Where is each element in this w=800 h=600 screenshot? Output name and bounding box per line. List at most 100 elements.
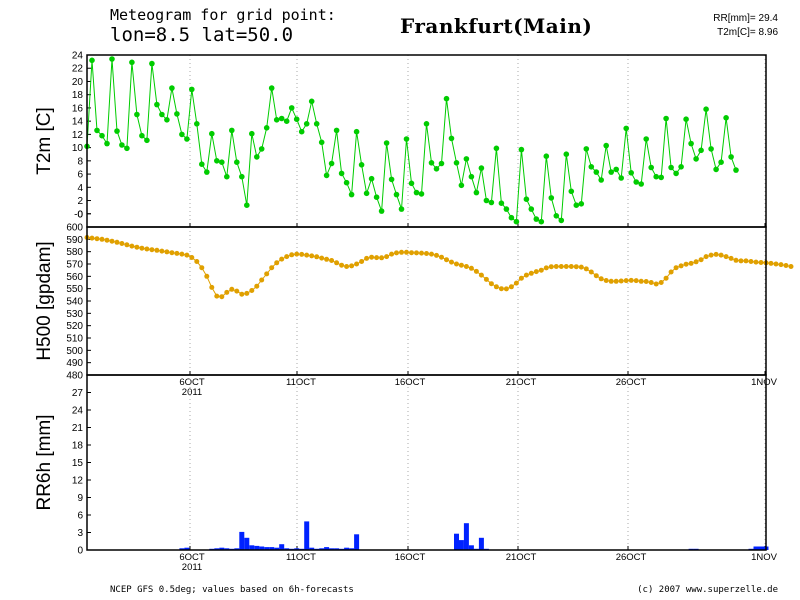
x-tick-label: 1NOV <box>751 552 778 563</box>
data-point <box>189 86 195 93</box>
rr-total-stat: RR[mm]= 29.4 <box>713 13 778 24</box>
data-point <box>633 278 639 284</box>
data-point <box>718 159 724 165</box>
data-point <box>353 128 360 135</box>
data-point <box>214 293 220 299</box>
data-point <box>778 262 784 268</box>
y-tick-label: 6 <box>77 511 83 522</box>
data-point <box>453 160 460 166</box>
data-point <box>119 142 125 148</box>
y-tick-label: 18 <box>72 441 84 452</box>
data-point <box>673 170 679 177</box>
x-tick-label: 6OCT <box>179 377 205 388</box>
rain-bar <box>454 533 459 550</box>
data-point <box>643 279 649 284</box>
rain-bar <box>279 544 285 550</box>
data-point <box>728 154 734 160</box>
data-point <box>648 164 654 171</box>
data-point <box>199 265 205 271</box>
data-point <box>224 289 230 295</box>
data-point <box>239 291 245 297</box>
data-point <box>653 281 659 287</box>
data-point <box>164 249 170 255</box>
data-point <box>508 284 514 290</box>
x-tick-label: 2011 <box>182 562 202 573</box>
copyright-note: (c) 2007 www.superzelle.de <box>637 585 778 595</box>
y-tick-label: 21 <box>72 423 84 434</box>
data-point <box>598 276 604 282</box>
data-point <box>428 160 435 166</box>
data-point <box>573 264 579 270</box>
data-point <box>154 101 160 108</box>
data-point <box>378 208 385 214</box>
data-point <box>329 258 335 263</box>
rain-bar <box>179 548 185 551</box>
data-point <box>409 250 414 256</box>
rain-bar <box>264 547 270 550</box>
data-point <box>384 254 390 260</box>
data-point <box>268 85 275 91</box>
data-point <box>199 161 205 167</box>
data-point <box>673 265 679 271</box>
data-point <box>668 269 674 275</box>
data-point <box>269 265 275 271</box>
x-tick-label: 11OCT <box>286 377 316 388</box>
data-point <box>683 261 689 267</box>
data-point <box>434 252 439 258</box>
data-point <box>204 273 210 279</box>
y-tick-label: 4 <box>77 183 83 194</box>
data-point <box>503 206 510 212</box>
title-label: Meteogram for grid point: <box>110 6 336 24</box>
data-point <box>398 206 405 212</box>
data-point <box>359 259 365 264</box>
y-axis-label: H500 [gpdam] <box>34 241 55 360</box>
data-point <box>159 111 165 118</box>
data-point <box>678 263 684 269</box>
data-point <box>513 280 519 286</box>
y-tick-label: 24 <box>72 51 84 62</box>
rain-bar <box>274 547 280 550</box>
data-point <box>278 115 285 122</box>
rain-bar <box>234 548 240 551</box>
data-point <box>543 265 549 271</box>
data-point <box>304 252 310 258</box>
y-tick-label: 0 <box>77 209 83 220</box>
data-point <box>293 116 300 122</box>
data-point <box>209 130 215 137</box>
y-tick-label: 10 <box>72 143 84 154</box>
data-point <box>89 235 95 241</box>
data-point <box>488 281 494 287</box>
data-point <box>289 252 295 258</box>
y-tick-label: 480 <box>66 371 83 382</box>
data-point <box>688 140 694 147</box>
t2m-mean-stat: T2m[C]= 8.96 <box>717 27 778 38</box>
y-tick-label: 6 <box>77 170 83 181</box>
data-point <box>114 239 120 245</box>
data-point <box>144 246 150 252</box>
data-point <box>444 257 449 263</box>
y-tick-label: 590 <box>66 235 83 246</box>
y-tick-label: 500 <box>66 346 83 357</box>
y-tick-label: 12 <box>72 130 84 141</box>
data-point <box>169 85 175 91</box>
data-point <box>94 236 100 242</box>
data-point <box>254 283 260 289</box>
rain-bar <box>329 548 335 551</box>
data-point <box>438 160 445 167</box>
data-point <box>548 195 555 201</box>
data-point <box>318 139 325 146</box>
data-point <box>284 254 290 260</box>
series-line <box>86 237 792 298</box>
data-point <box>608 169 614 175</box>
data-point <box>399 249 404 255</box>
data-point <box>553 264 559 269</box>
rain-bar <box>249 545 255 550</box>
x-tick-label: 16OCT <box>395 377 426 388</box>
data-point <box>308 98 315 105</box>
data-point <box>578 201 585 207</box>
data-point <box>683 116 689 122</box>
data-point <box>473 189 480 196</box>
data-point <box>568 264 574 269</box>
data-point <box>698 257 704 263</box>
